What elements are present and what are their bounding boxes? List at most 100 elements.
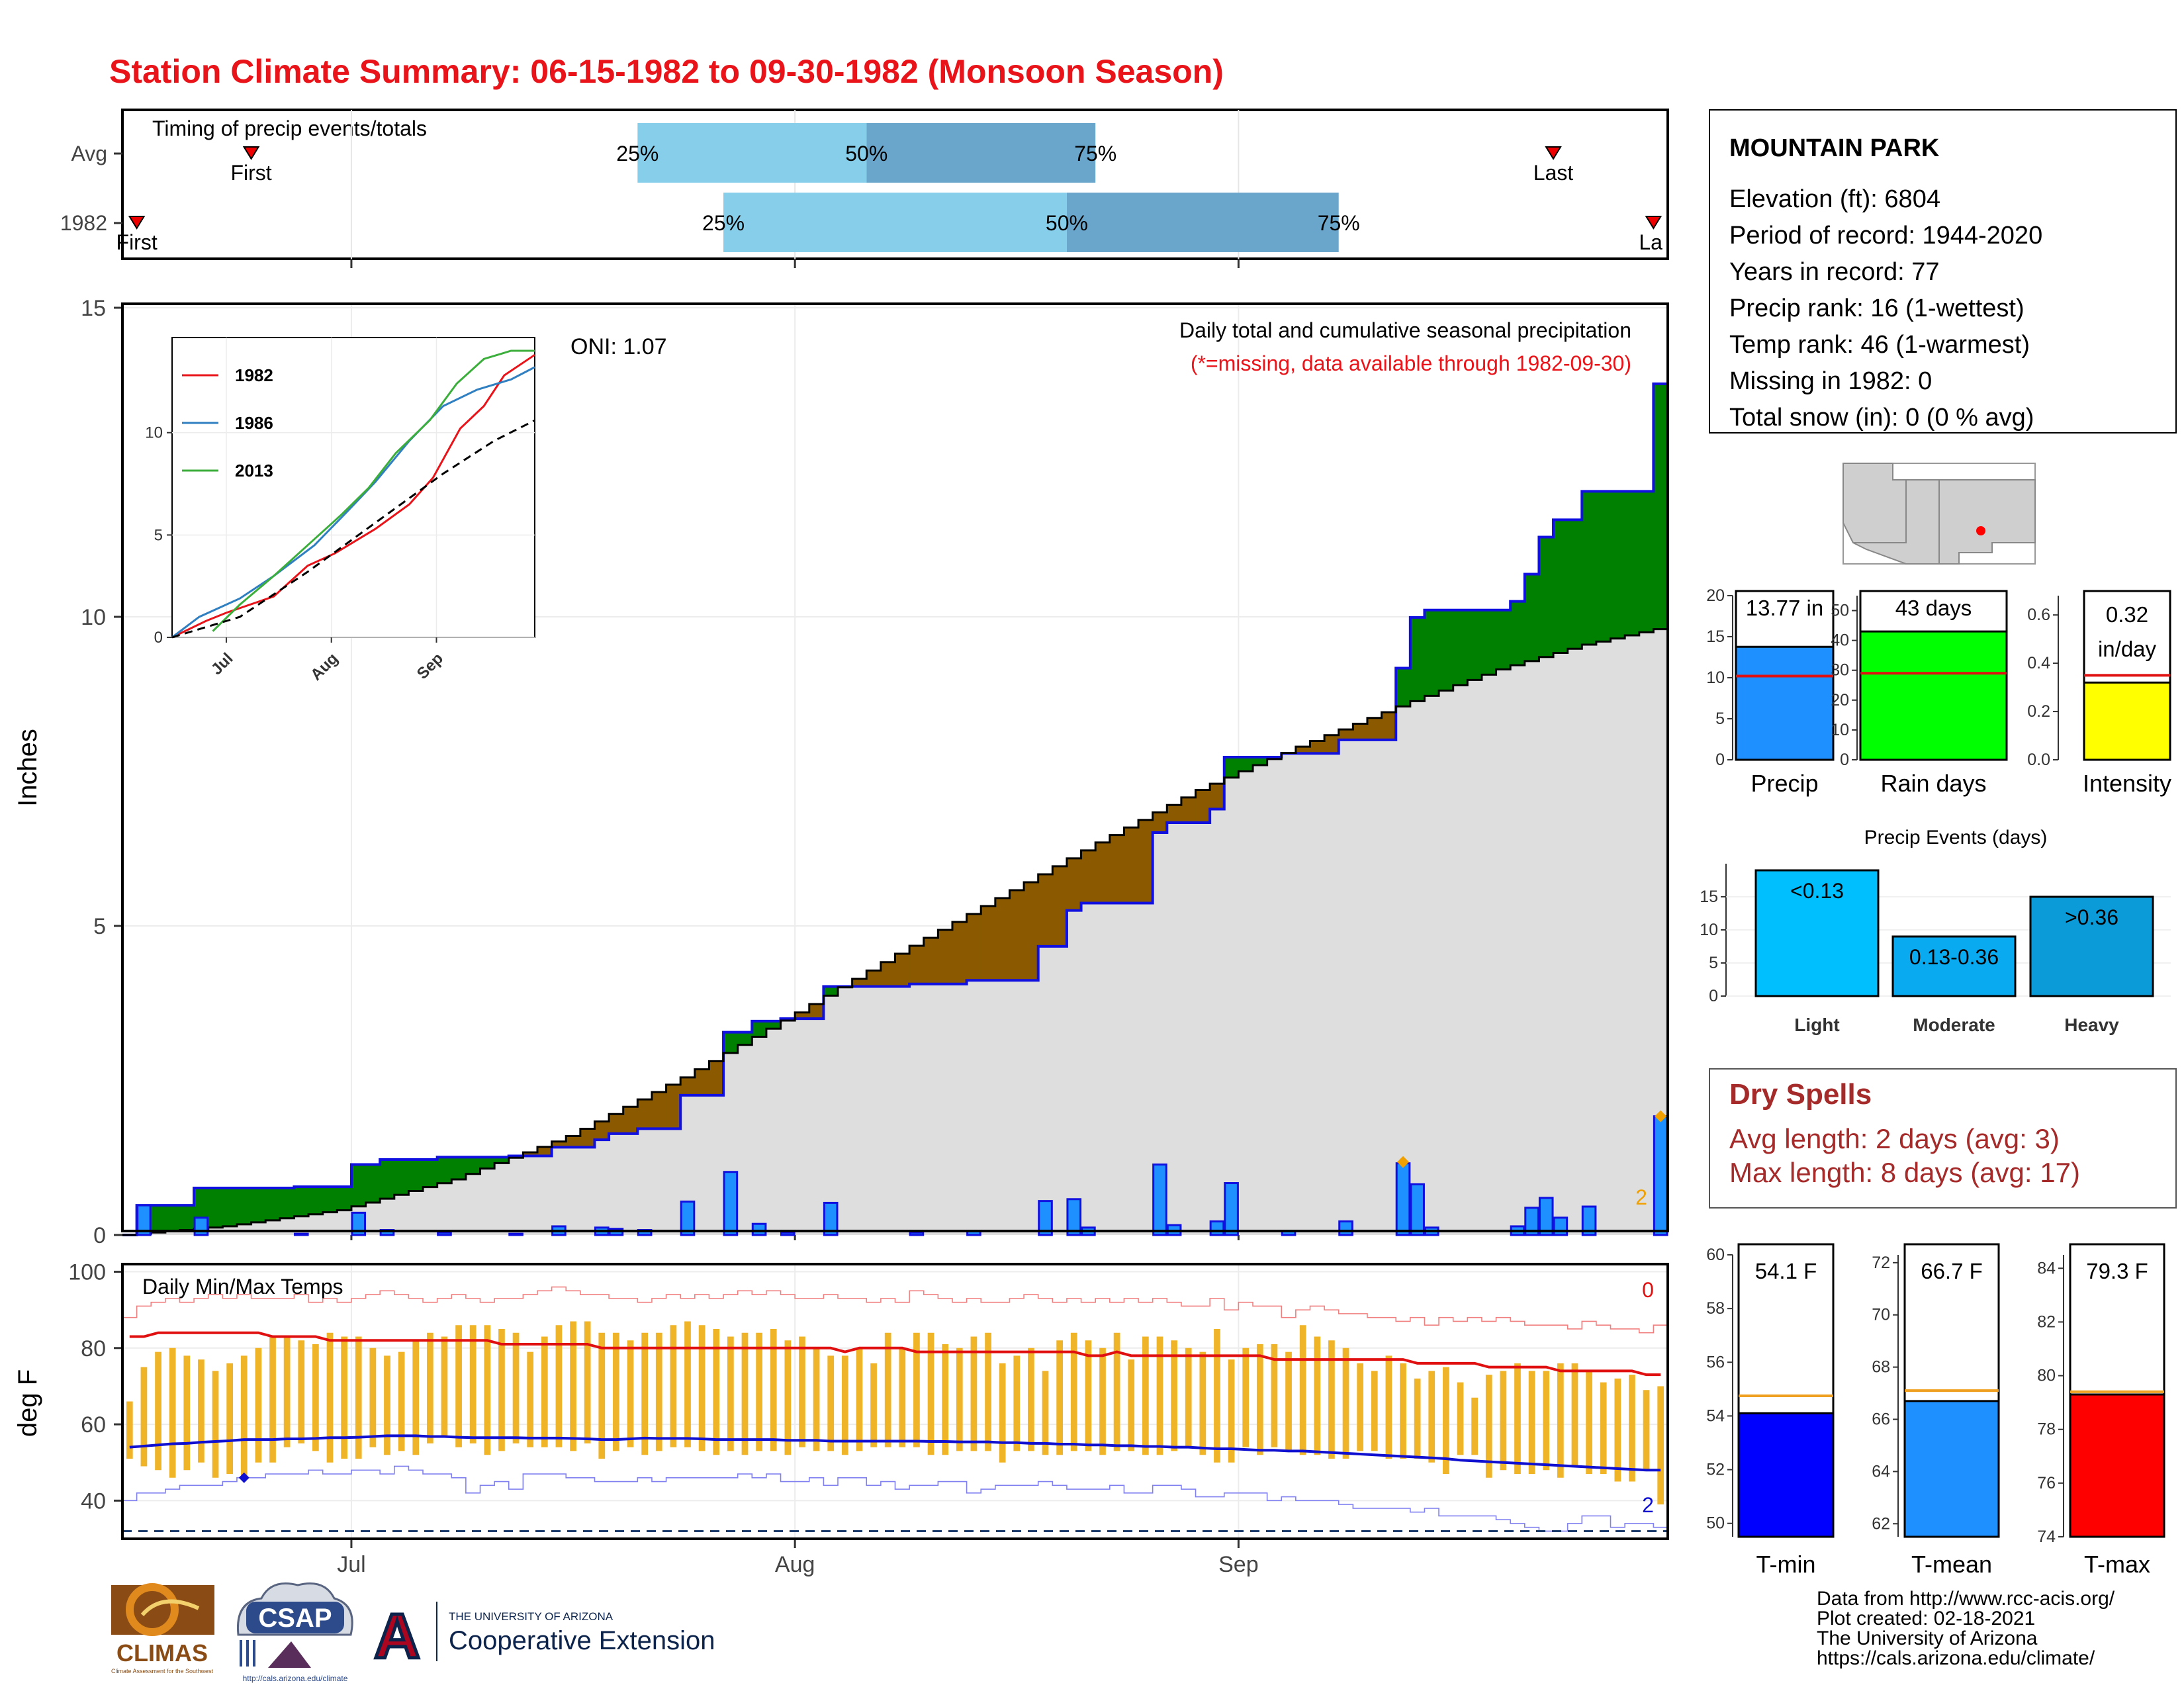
events-bar-1 xyxy=(1891,935,2017,997)
summary-temp-0-category-label: T-min xyxy=(1756,1551,1816,1578)
surplus-segment xyxy=(1224,757,1239,778)
timing-first-label-0: First xyxy=(230,161,271,185)
record-low-line xyxy=(122,1465,1668,1532)
avg-cumulative-area xyxy=(122,629,1668,1235)
deficit-segment xyxy=(795,1012,810,1019)
summary-temp-1-tick-label-1: 64 xyxy=(1872,1462,1890,1481)
deficit-segment xyxy=(651,1092,667,1129)
summary-precip-0-group: 0 5 10 15 20 13.77 in Precip xyxy=(1706,586,1835,797)
summary-precip-0-tick-label-2: 10 xyxy=(1706,668,1725,687)
surplus-segment xyxy=(165,1205,181,1232)
summary-precip-1-group: 0 10 20 30 40 50 43 days Rain days xyxy=(1831,590,2008,797)
surplus-segment xyxy=(752,1021,767,1037)
timing-last-marker-1 xyxy=(1645,216,1662,230)
precip-subtitle: (*=missing, data available through 1982-… xyxy=(1191,351,1631,375)
missing-min-label: 2 xyxy=(1642,1493,1654,1517)
surplus-segment xyxy=(1510,601,1525,666)
timing-label: Timing of precip events/totals xyxy=(152,116,427,140)
timing-last-label-1: La xyxy=(1639,230,1662,254)
events-tick-label-0: 0 xyxy=(1709,987,1718,1005)
missing-marker-1 xyxy=(1655,1110,1667,1122)
daily-precip-bar-5 xyxy=(437,1231,452,1236)
credit-line-2: The University of Arizona xyxy=(1817,1627,2038,1649)
climas-logo: CLIMAS Climate Assessment for the Southw… xyxy=(111,1583,214,1674)
surplus-segment xyxy=(1524,574,1540,661)
deficit-segment xyxy=(1367,717,1383,740)
summary-temp-0-tick-label-5: 60 xyxy=(1706,1246,1725,1264)
summary-temp-0-tick-label-2: 54 xyxy=(1706,1406,1725,1425)
observed-cumulative-line xyxy=(122,382,1668,1236)
surplus-segment xyxy=(251,1188,266,1222)
surplus-segment xyxy=(1653,383,1668,629)
timing-first-marker-1 xyxy=(128,216,146,230)
daily-precip-bar-14 xyxy=(780,1231,796,1236)
dry-avg: Avg length: 2 days (avg: 3) xyxy=(1729,1123,2060,1154)
daily-precip-bar-32 xyxy=(1538,1197,1554,1236)
events-bar-label-2: >0.36 xyxy=(2065,905,2118,929)
summary-precip-1-category-label: Rain days xyxy=(1880,770,1986,797)
precip-ytick-label-1: 5 xyxy=(93,914,106,939)
ua-line1: THE UNIVERSITY OF ARIZONA xyxy=(449,1610,614,1623)
surplus-segment xyxy=(1481,610,1497,675)
deficit-segment xyxy=(566,1136,581,1148)
inset-ytick-label-0: 0 xyxy=(154,629,163,647)
deficit-segment xyxy=(1167,805,1182,823)
daily-precip-bar-2 xyxy=(293,1232,309,1236)
temp-title: Daily Min/Max Temps xyxy=(142,1275,343,1299)
inset-avg-line xyxy=(171,419,535,639)
summary-temp-2-tick-label-1: 76 xyxy=(2037,1474,2056,1492)
summary-temp-0-group: 50 52 54 56 58 60 54.1 F T-min xyxy=(1706,1243,1835,1578)
deficit-segment xyxy=(895,954,910,987)
daily-precip-bar-31 xyxy=(1524,1207,1539,1236)
deficit-segment xyxy=(880,962,896,987)
timing-bar-q1-1 xyxy=(723,193,1067,252)
csap-badge xyxy=(246,1602,344,1633)
state-new-mexico-shape xyxy=(1938,479,2036,565)
summary-precip-1-tick-label-0: 0 xyxy=(1840,751,1849,769)
events-bar-0 xyxy=(1754,869,1880,997)
summary-precip-1-tick-label-3: 30 xyxy=(1831,661,1849,680)
daily-precip-bar-12 xyxy=(723,1171,739,1236)
dry-spells-box: Dry Spells Avg length: 2 days (avg: 3) M… xyxy=(1709,1068,2177,1209)
summary-precip-0-tick-label-4: 20 xyxy=(1706,586,1725,605)
events-category-2: Heavy xyxy=(2064,1015,2119,1035)
csap-logo: CSAP http://cals.arizona.edu/climate xyxy=(236,1582,353,1683)
surplus-segment xyxy=(380,1160,395,1199)
deficit-segment xyxy=(1195,790,1210,823)
daily-precip-bar-27 xyxy=(1395,1162,1411,1236)
daily-precip-bar-19 xyxy=(1066,1198,1082,1236)
temp-xtick-label-2: Sep xyxy=(1218,1552,1259,1577)
page-title: Station Climate Summary: 06-15-1982 to 0… xyxy=(109,53,1224,90)
summary-precip-2-tick-label-2: 0.4 xyxy=(2027,654,2050,672)
summary-precip-0-tick-label-1: 5 xyxy=(1715,709,1725,728)
summary-temp-2-group: 74 76 78 80 82 84 79.3 F T-max xyxy=(2037,1243,2165,1578)
deficit-segment xyxy=(1124,827,1139,903)
surplus-segment xyxy=(394,1160,410,1195)
summary-temp-2-bar xyxy=(2069,1393,2165,1538)
missing-count-label: 2 xyxy=(1635,1185,1647,1209)
deficit-segment xyxy=(1138,819,1154,903)
timing-p75-1: 75% xyxy=(1318,211,1360,235)
surplus-segment xyxy=(1253,757,1268,766)
station-line-2: Years in record: 77 xyxy=(1729,258,1940,286)
deficit-segment xyxy=(809,1004,824,1019)
daily-precip-bar-33 xyxy=(1553,1216,1569,1236)
csap-text: CSAP xyxy=(258,1604,332,1633)
temp-ytick-label-0: 40 xyxy=(81,1488,106,1514)
oni-label: ONI: 1.07 xyxy=(570,334,667,359)
daily-precip-bar-6 xyxy=(508,1232,523,1236)
station-location-dot xyxy=(1976,526,1985,535)
deficit-segment xyxy=(1295,747,1311,754)
deficit-segment xyxy=(709,1061,724,1095)
daily-precip-bar-0 xyxy=(136,1204,152,1236)
record-high-line xyxy=(122,1286,1668,1334)
surplus-segment xyxy=(1639,491,1654,633)
surplus-segment xyxy=(480,1157,495,1169)
events-bar-2 xyxy=(2029,895,2154,997)
summary-temp-2-tick-label-4: 82 xyxy=(2037,1312,2056,1331)
summary-precip-2-value-label-0: 0.32 xyxy=(2106,602,2148,627)
surplus-segment xyxy=(1567,520,1582,649)
precip-y-label: Inches xyxy=(13,729,42,807)
temp-panel: deg F 40 60 80 100 Jul Aug Sep 0 2 Daily Min/Max… xyxy=(13,1260,1669,1577)
